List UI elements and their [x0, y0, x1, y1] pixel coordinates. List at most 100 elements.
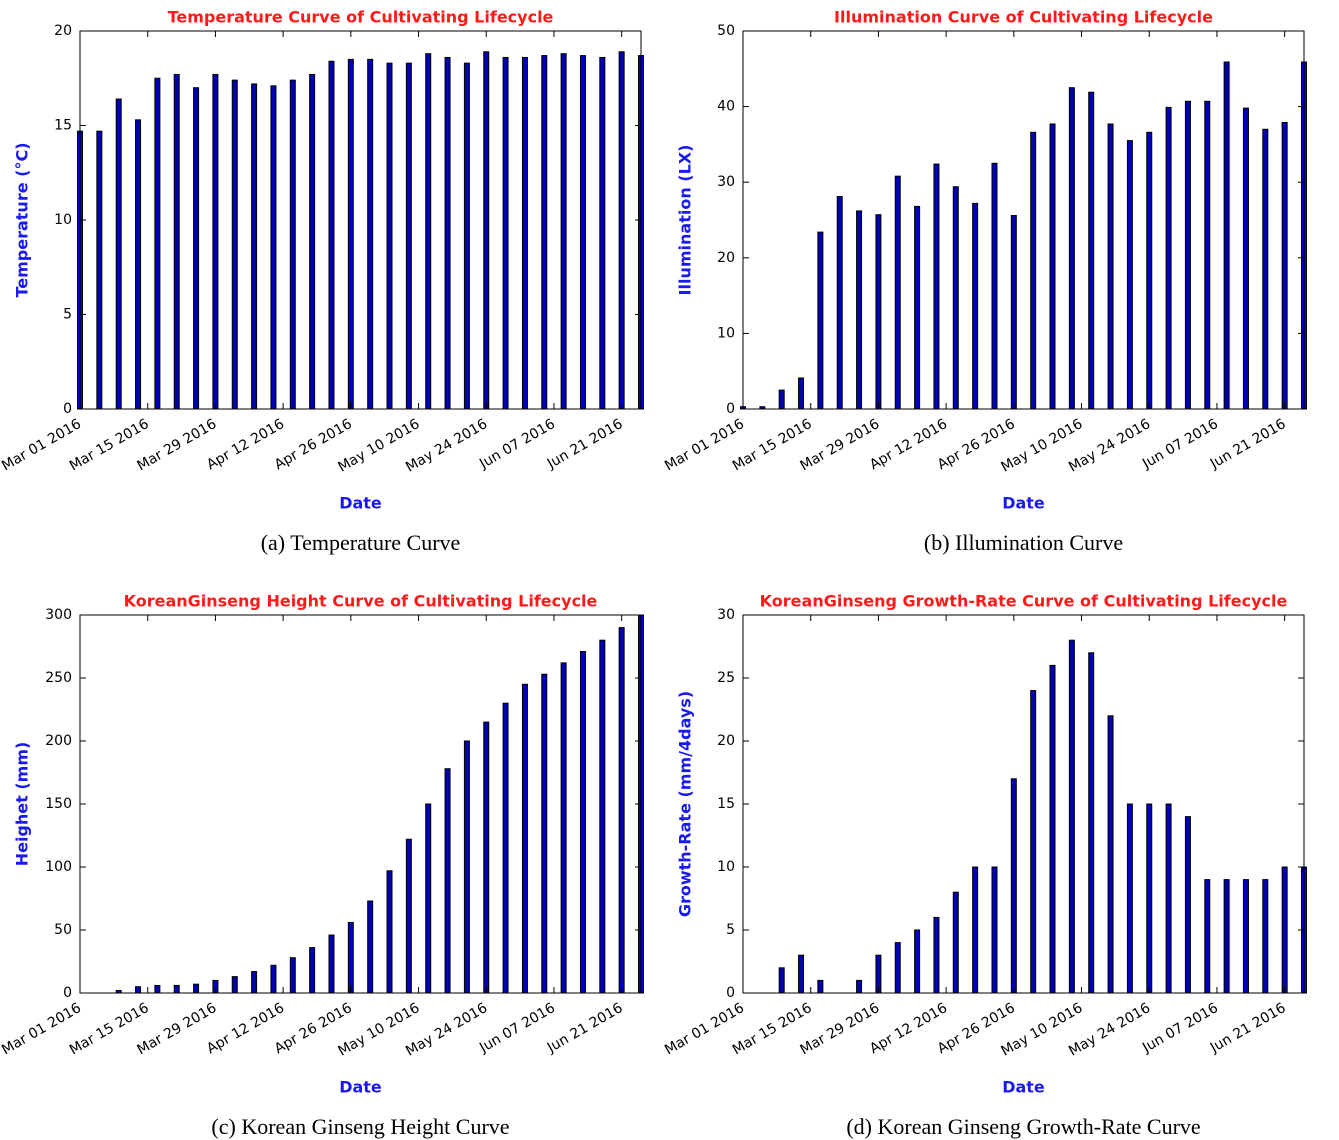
bar — [778, 389, 785, 410]
bar — [894, 942, 901, 994]
bar — [463, 62, 470, 410]
bar — [405, 838, 412, 994]
bar — [483, 51, 490, 410]
bar — [193, 983, 200, 994]
x-axis-label: Date — [339, 494, 382, 513]
y-tick-label: 0 — [63, 985, 72, 1001]
chart-panel: KoreanGinseng Growth-Rate Curve of Culti… — [662, 592, 1307, 1139]
caption: (c) Korean Ginseng Height Curve — [211, 1114, 509, 1139]
bar — [367, 58, 374, 410]
y-tick-label: 15 — [717, 796, 735, 812]
chart-panel: Temperature Curve of Cultivating Lifecyc… — [0, 8, 644, 555]
bar — [347, 58, 354, 410]
bar — [991, 866, 998, 994]
x-tick-label: Jun 07 2016 — [476, 1000, 558, 1057]
bar — [952, 186, 959, 410]
x-tick-label: Jun 21 2016 — [544, 1000, 626, 1057]
chart-title: Temperature Curve of Cultivating Lifecyc… — [168, 8, 554, 27]
bar — [933, 163, 940, 410]
bar — [463, 740, 470, 994]
bar — [1030, 131, 1037, 410]
chart-panel: Illumination Curve of Cultivating Lifecy… — [662, 8, 1307, 555]
bar — [309, 947, 316, 994]
bar — [1068, 639, 1075, 994]
bar — [1242, 879, 1249, 994]
bar — [875, 214, 882, 410]
bar — [1049, 123, 1056, 410]
bar — [270, 85, 277, 410]
bar — [1030, 690, 1037, 994]
chart-title: KoreanGinseng Height Curve of Cultivatin… — [124, 592, 598, 611]
bar — [386, 62, 393, 410]
bar — [579, 55, 586, 410]
bar — [560, 662, 567, 994]
bar — [386, 870, 393, 994]
bar — [347, 921, 354, 994]
bar — [952, 891, 959, 994]
bar — [1107, 123, 1114, 410]
bar — [1281, 866, 1288, 994]
y-axis-label: Growth-Rate (mm/4days) — [676, 691, 695, 917]
bar — [1049, 664, 1056, 994]
bar — [328, 60, 335, 410]
y-tick-label: 10 — [717, 859, 735, 875]
x-tick-label: Jun 21 2016 — [1207, 416, 1289, 473]
caption: (d) Korean Ginseng Growth-Rate Curve — [846, 1114, 1200, 1139]
y-tick-label: 20 — [717, 733, 735, 749]
bar — [894, 175, 901, 410]
y-tick-label: 30 — [717, 174, 735, 190]
y-tick-label: 5 — [63, 307, 72, 323]
y-tick-label: 200 — [45, 733, 72, 749]
plot-frame — [742, 614, 1305, 994]
bar — [96, 130, 103, 410]
bar — [251, 83, 258, 410]
plot-frame — [79, 614, 642, 994]
bar — [483, 721, 490, 994]
bar — [309, 73, 316, 410]
bar — [541, 673, 548, 994]
chart-panel: KoreanGinseng Height Curve of Cultivatin… — [0, 592, 644, 1139]
bar — [1165, 106, 1172, 410]
bar — [1126, 803, 1133, 994]
bar — [1223, 61, 1230, 410]
bar — [405, 62, 412, 410]
bar — [1088, 652, 1095, 994]
y-axis-label: Heighet (mm) — [13, 742, 32, 867]
bar — [1262, 879, 1269, 994]
y-tick-label: 20 — [717, 250, 735, 266]
bar — [541, 55, 548, 410]
bar — [521, 683, 528, 994]
bar — [1107, 715, 1114, 994]
bar — [1146, 131, 1153, 410]
chart-title: Illumination Curve of Cultivating Lifecy… — [834, 8, 1213, 27]
bar — [1126, 140, 1133, 410]
bar — [231, 976, 238, 994]
chart-title: KoreanGinseng Growth-Rate Curve of Culti… — [760, 592, 1288, 611]
bar — [444, 768, 451, 994]
bar — [173, 984, 180, 994]
bar — [914, 205, 921, 410]
bar — [115, 98, 122, 410]
x-tick-label: Jun 07 2016 — [1139, 416, 1221, 473]
y-tick-label: 10 — [717, 325, 735, 341]
bar — [599, 639, 606, 994]
bar — [836, 196, 843, 410]
bar — [1223, 879, 1230, 994]
bar — [1184, 816, 1191, 994]
bar — [1146, 803, 1153, 994]
bar — [1010, 214, 1017, 410]
y-tick-label: 300 — [45, 607, 72, 623]
bar — [231, 79, 238, 410]
bar — [173, 73, 180, 410]
bar — [1281, 121, 1288, 410]
bar — [991, 162, 998, 410]
bar — [193, 87, 200, 410]
bar — [618, 627, 625, 994]
bar — [579, 651, 586, 994]
x-axis-label: Date — [1002, 1078, 1045, 1097]
y-tick-label: 0 — [726, 985, 735, 1001]
bar — [502, 702, 509, 994]
bar — [289, 957, 296, 994]
bar — [521, 56, 528, 410]
